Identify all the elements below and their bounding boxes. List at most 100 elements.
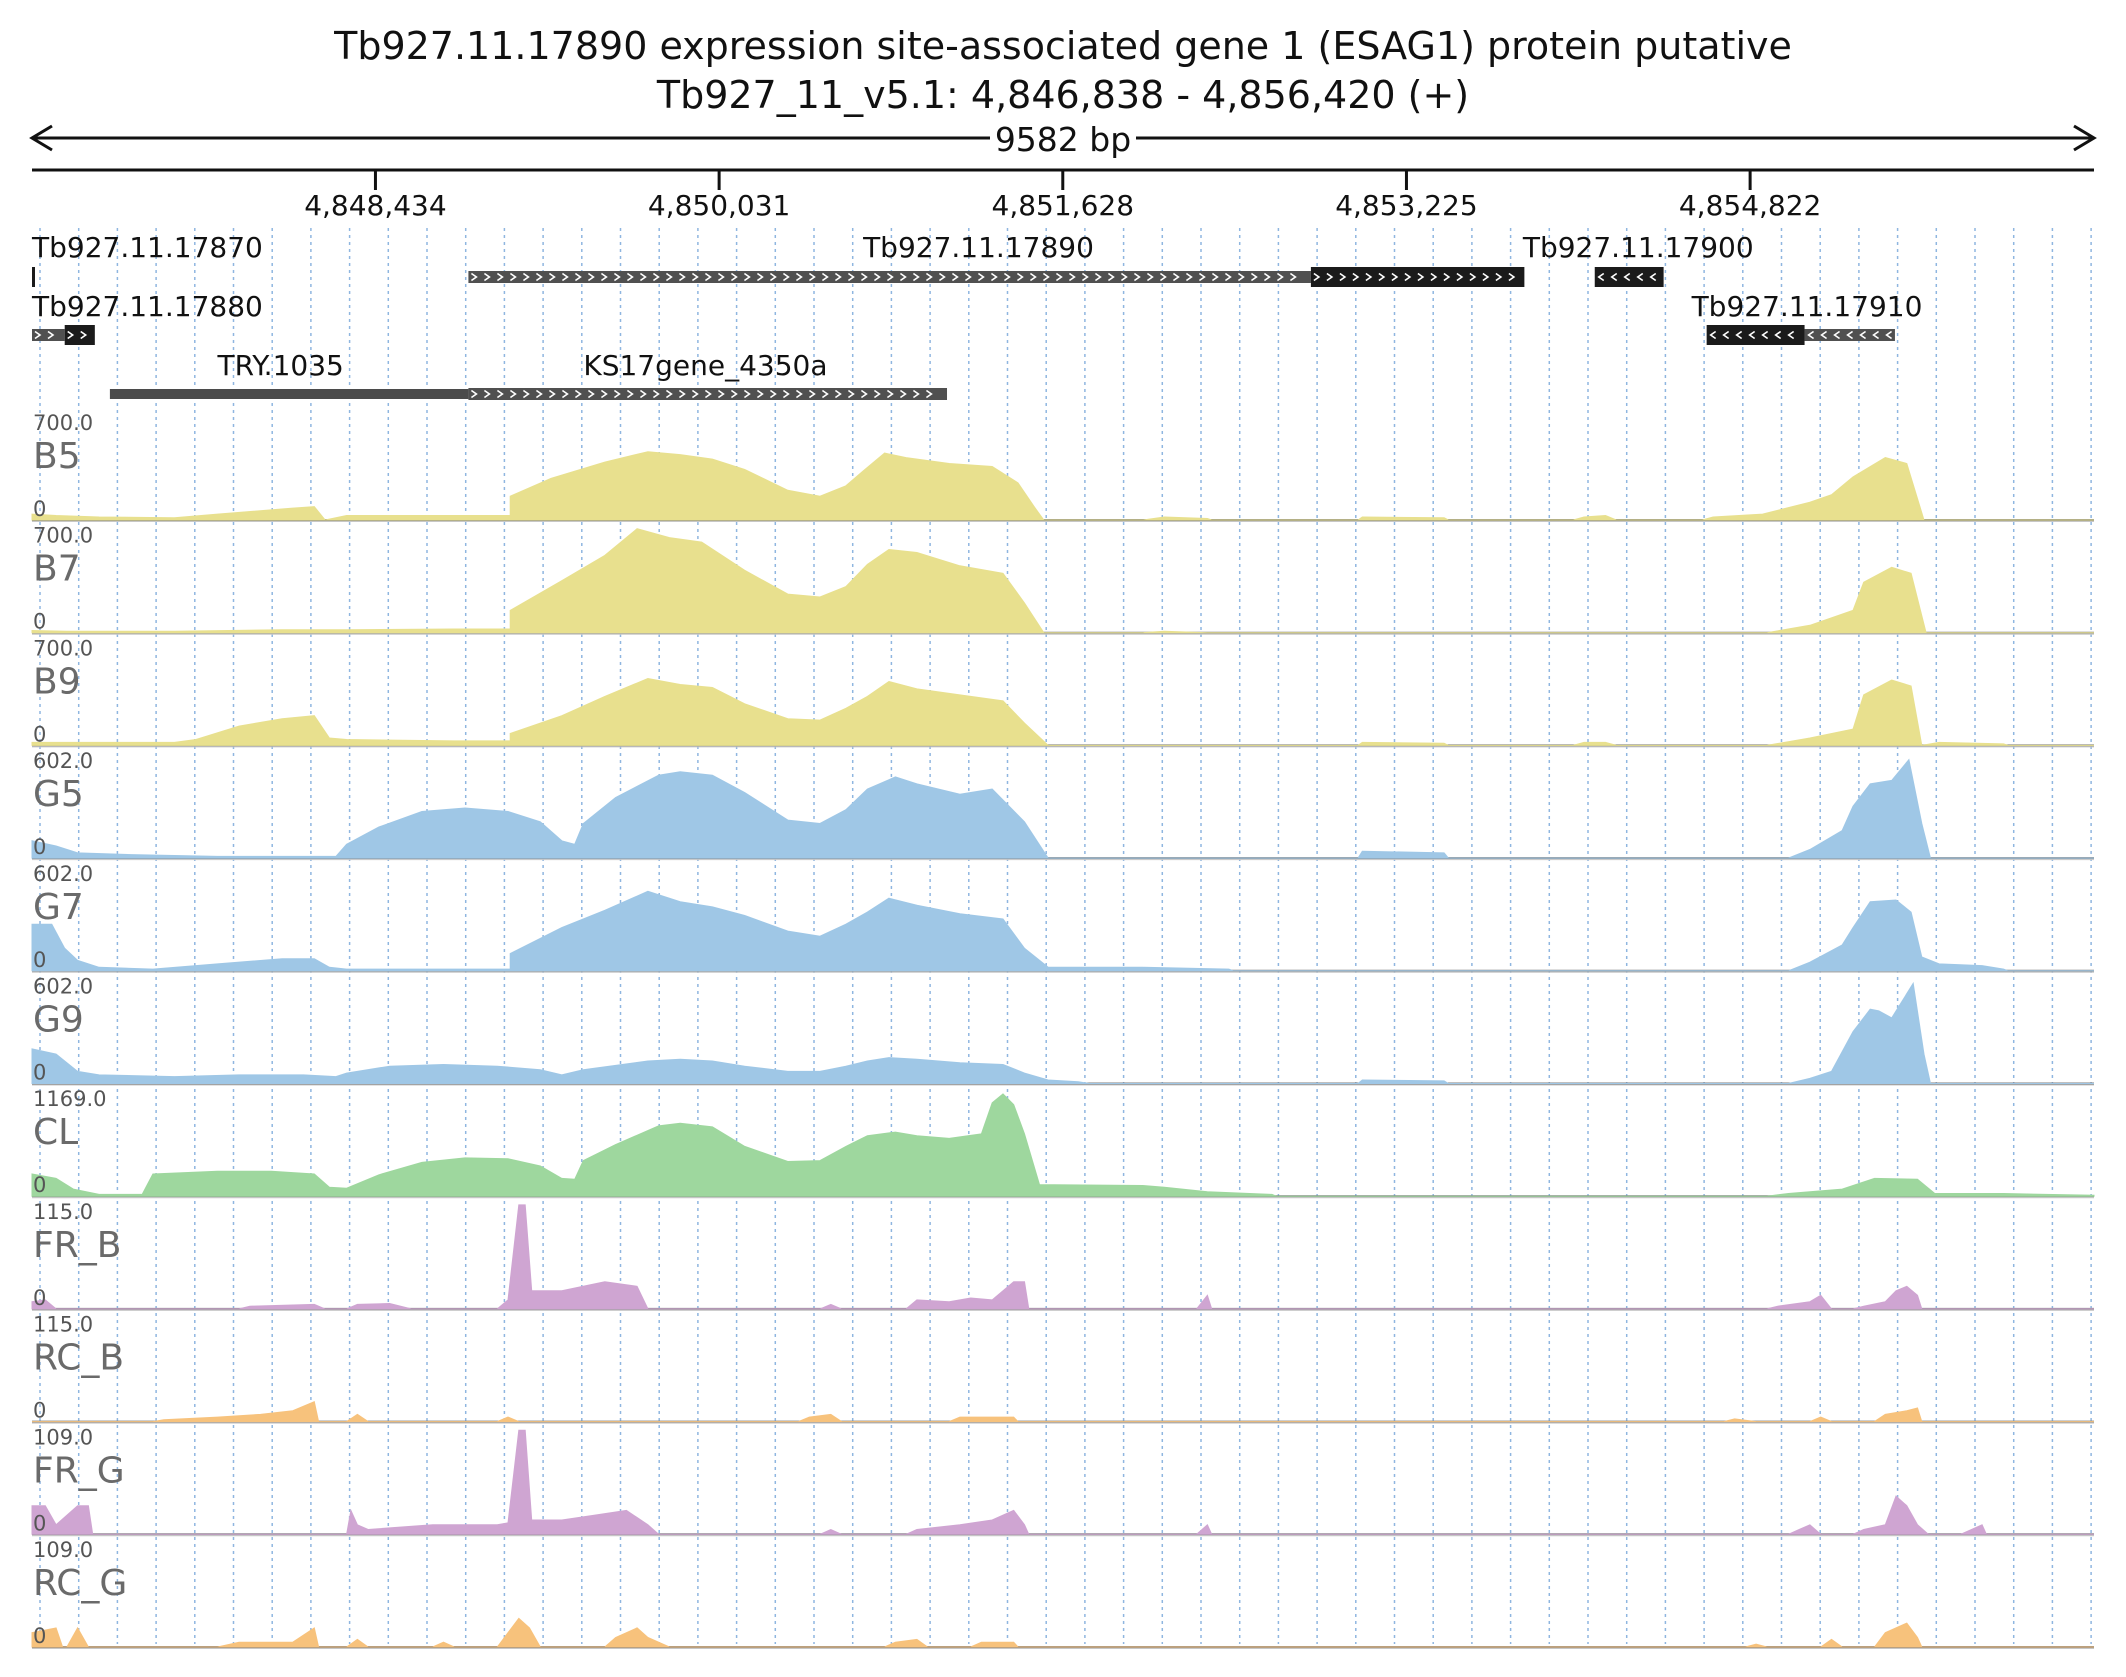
strand-chevron-icon <box>1469 272 1477 282</box>
strand-chevron-icon <box>795 389 803 399</box>
track-min-label: 0 <box>33 497 46 521</box>
track-min-label: 0 <box>33 835 46 859</box>
strand-chevron-icon <box>1055 272 1063 282</box>
strand-chevron-icon <box>1313 272 1321 282</box>
track-min-label: 0 <box>33 722 46 746</box>
strand-chevron-icon <box>600 389 608 399</box>
strand-chevron-icon <box>1735 330 1743 340</box>
span-label: 9582 bp <box>995 120 1131 159</box>
strand-chevron-icon <box>1289 272 1297 282</box>
coverage-track: 700.0B5 0 <box>31 411 2094 522</box>
strand-chevron-icon <box>899 272 907 282</box>
track-min-label: 0 <box>33 1511 46 1535</box>
strand-chevron-icon <box>860 272 868 282</box>
gene-feature: Tb927.11.17890 <box>468 231 1525 287</box>
strand-chevron-icon <box>613 272 621 282</box>
coverage-area <box>31 451 2094 521</box>
strand-chevron-icon <box>1326 272 1334 282</box>
strand-chevron-icon <box>1623 272 1631 282</box>
strand-chevron-icon <box>821 272 829 282</box>
track-min-label: 0 <box>33 610 46 634</box>
strand-chevron-icon <box>47 330 55 340</box>
header: Tb927.11.17890 expression site-associate… <box>333 24 1792 117</box>
track-max-label: 109.0 <box>33 1425 93 1449</box>
strand-chevron-icon <box>1107 272 1115 282</box>
strand-chevron-icon <box>1094 272 1102 282</box>
coverage-area <box>31 981 2094 1084</box>
strand-chevron-icon <box>938 272 946 282</box>
strand-chevron-icon <box>730 389 738 399</box>
track-name-label: G5 <box>33 774 84 815</box>
feature-label: KS17gene_4350a <box>583 349 827 382</box>
strand-chevron-icon <box>548 272 556 282</box>
track-name-label: RC_B <box>33 1338 124 1379</box>
strand-chevron-icon <box>1003 272 1011 282</box>
strand-chevron-icon <box>990 272 998 282</box>
gene-feature: TRY.1035 <box>109 349 469 399</box>
ruler-tick-label: 4,854,822 <box>1679 189 1822 222</box>
strand-chevron-icon <box>496 389 504 399</box>
gene-feature: Tb927.11.17880 <box>31 290 263 345</box>
track-name-label: RC_G <box>33 1563 127 1604</box>
gene-feature: Tb927.11.17870 <box>31 231 263 287</box>
strand-chevron-icon <box>470 272 478 282</box>
strand-chevron-icon <box>717 389 725 399</box>
coverage-track: 109.0RC_G 0 <box>31 1538 2094 1649</box>
ruler-tick-label: 4,853,225 <box>1335 189 1478 222</box>
track-name-label: B5 <box>33 436 81 477</box>
strand-chevron-icon <box>925 272 933 282</box>
strand-chevron-icon <box>756 389 764 399</box>
gene-feature: Tb927.11.17900 <box>1522 231 1754 287</box>
feature-label: Tb927.11.17900 <box>1522 231 1754 264</box>
feature-label: Tb927.11.17870 <box>31 231 263 264</box>
feature-cds <box>32 267 35 287</box>
track-max-label: 115.0 <box>33 1200 93 1224</box>
strand-chevron-icon <box>1185 272 1193 282</box>
feature-label: Tb927.11.17880 <box>31 290 263 323</box>
strand-chevron-icon <box>509 389 517 399</box>
strand-chevron-icon <box>665 389 673 399</box>
feature-utr <box>1804 329 1895 341</box>
feature-utr <box>468 388 948 400</box>
coordinate-ruler: 4,848,434 4,850,031 4,851,628 4,853,225 4,85… <box>32 168 2094 222</box>
strand-chevron-icon <box>808 272 816 282</box>
span-arrow-left-icon <box>29 124 53 152</box>
strand-chevron-icon <box>1352 272 1360 282</box>
feature-utr <box>32 329 65 341</box>
coverage-area <box>32 1401 2094 1423</box>
track-min-label: 0 <box>33 1061 46 1085</box>
strand-chevron-icon <box>1820 330 1828 340</box>
strand-chevron-icon <box>1807 330 1815 340</box>
strand-chevron-icon <box>1339 272 1347 282</box>
gene-feature-track: Tb927.11.17870 Tb927.11.17890 Tb927.11.179… <box>31 231 1922 400</box>
strand-chevron-icon <box>509 272 517 282</box>
strand-chevron-icon <box>522 272 530 282</box>
strand-chevron-icon <box>665 272 673 282</box>
track-max-label: 602.0 <box>33 975 93 999</box>
track-min-label: 0 <box>33 1399 46 1423</box>
span-indicator: 9582 bp <box>29 120 2097 159</box>
feature-label: Tb927.11.17890 <box>862 231 1094 264</box>
ruler-tick-label: 4,850,031 <box>648 189 791 222</box>
coverage-track: 115.0FR_B 0 <box>31 1200 2094 1311</box>
strand-chevron-icon <box>483 272 491 282</box>
strand-chevron-icon <box>483 389 491 399</box>
strand-chevron-icon <box>743 389 751 399</box>
strand-chevron-icon <box>847 272 855 282</box>
strand-chevron-icon <box>1250 272 1258 282</box>
coverage-track: 109.0FR_G 0 <box>31 1425 2094 1537</box>
strand-chevron-icon <box>782 272 790 282</box>
strand-chevron-icon <box>613 389 621 399</box>
strand-chevron-icon <box>1237 272 1245 282</box>
coverage-track: 602.0G5 0 <box>31 749 2094 861</box>
strand-chevron-icon <box>639 272 647 282</box>
track-max-label: 700.0 <box>33 411 93 435</box>
track-name-label: B9 <box>33 661 81 702</box>
strand-chevron-icon <box>704 389 712 399</box>
strand-chevron-icon <box>600 272 608 282</box>
coverage-area <box>31 677 2094 746</box>
strand-chevron-icon <box>925 389 933 399</box>
coverage-track: 700.0B7 0 <box>31 524 2094 635</box>
strand-chevron-icon <box>1081 272 1089 282</box>
strand-chevron-icon <box>1430 272 1438 282</box>
